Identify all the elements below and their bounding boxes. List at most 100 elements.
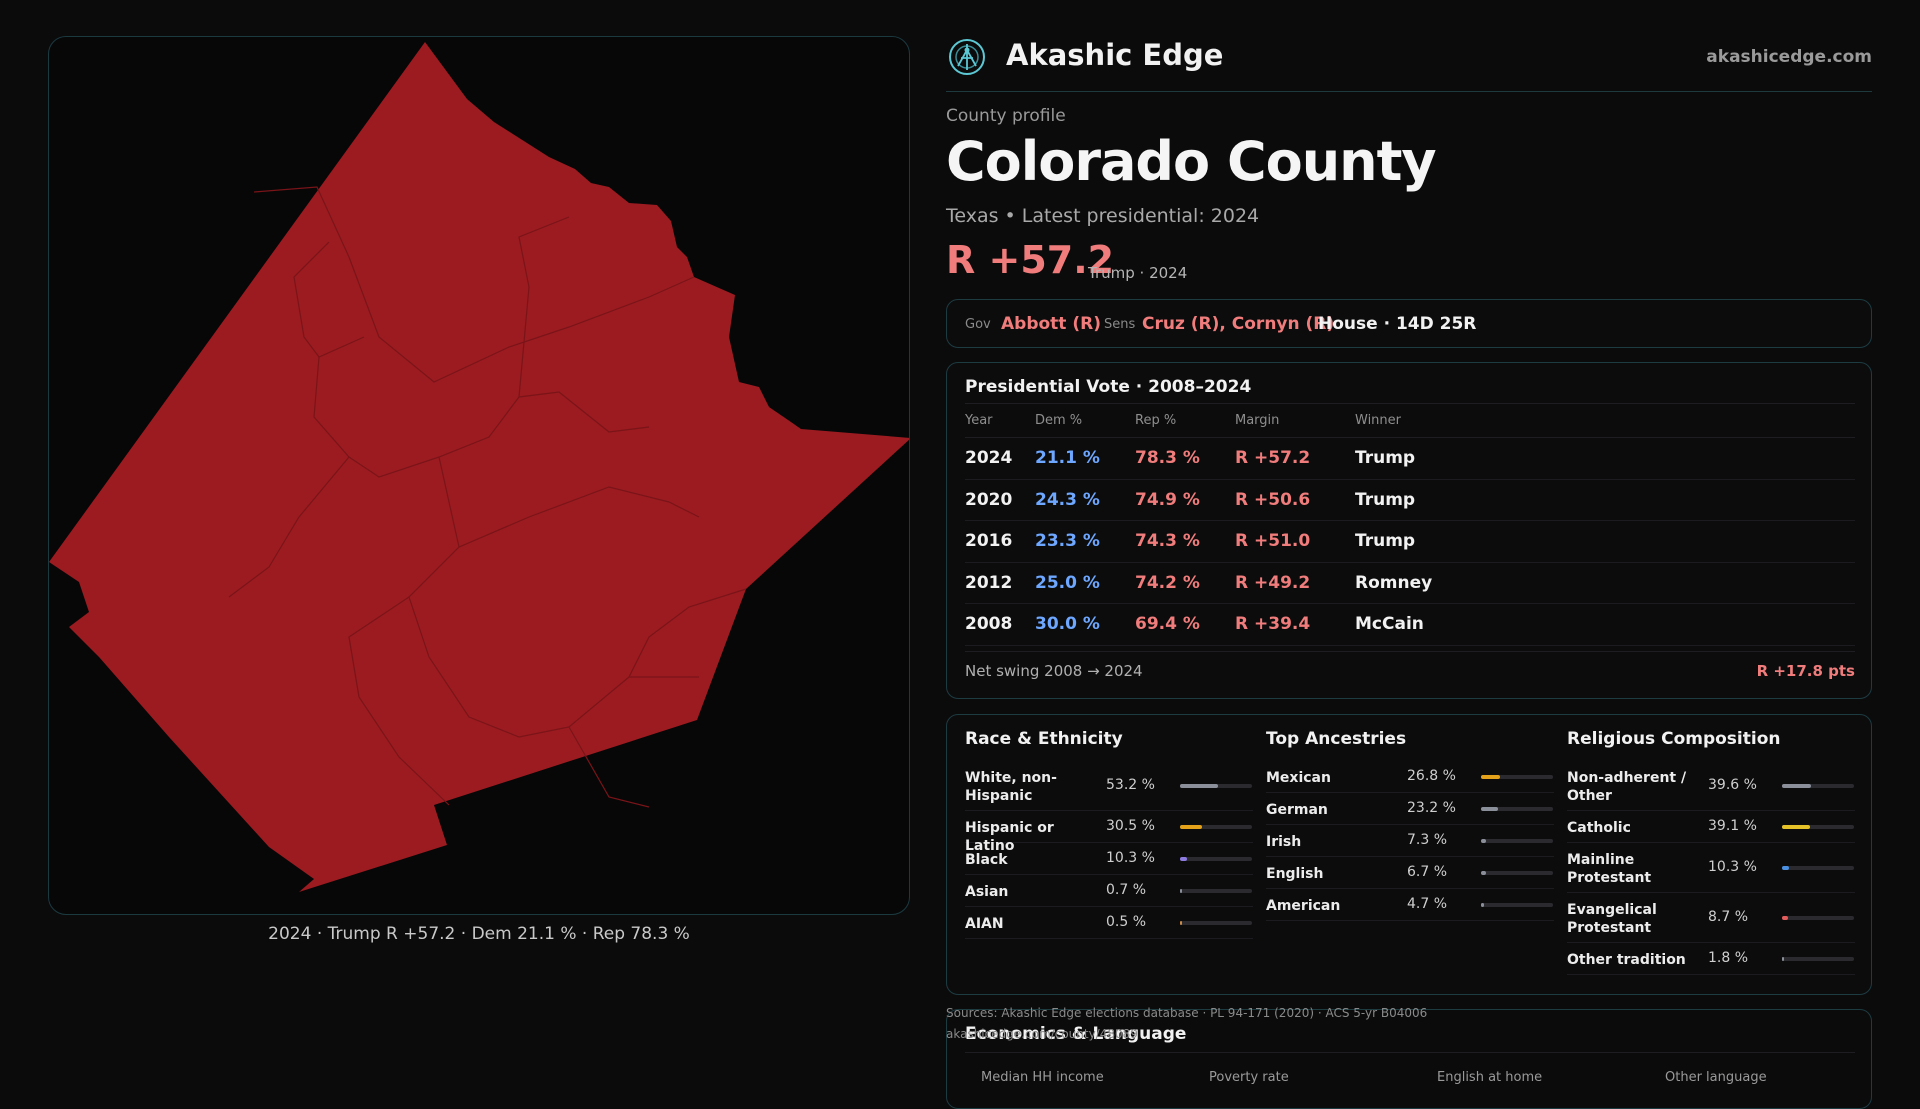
cell-dem: 23.3 %	[1035, 520, 1135, 563]
item-bar-fill	[1782, 784, 1811, 788]
brand-site[interactable]: akashicedge.com	[1706, 47, 1872, 67]
presidential-vote-card: Presidential Vote · 2008–2024 Year Dem %…	[946, 362, 1872, 699]
item-percent: 10.3 %	[1708, 859, 1757, 875]
item-percent: 26.8 %	[1407, 768, 1456, 784]
item-bar-fill	[1782, 957, 1784, 961]
item-bar-fill	[1782, 866, 1790, 870]
cell-dem: 25.0 %	[1035, 562, 1135, 604]
item-bar	[1782, 866, 1854, 870]
list-item: White, non-Hispanic 53.2 %	[965, 761, 1253, 811]
item-label: White, non-Hispanic	[965, 770, 1057, 804]
item-bar-fill	[1481, 839, 1487, 843]
item-label: German	[1266, 802, 1328, 818]
cell-margin: R +50.6	[1235, 479, 1355, 521]
economics-card: Economics & Language Median HH income Po…	[946, 1009, 1872, 1109]
col-margin: Margin	[1235, 403, 1355, 438]
cell-winner: Romney	[1355, 562, 1855, 604]
religion-column: Religious Composition Non-adherent / Oth…	[1567, 715, 1855, 996]
presidential-title: Presidential Vote · 2008–2024	[965, 377, 1252, 397]
list-item: American 4.7 %	[1266, 889, 1554, 921]
item-label: AIAN	[965, 916, 1004, 932]
item-label: Mexican	[1266, 770, 1331, 786]
item-bar	[1481, 775, 1553, 779]
item-bar	[1180, 857, 1252, 861]
map-caption: 2024 · Trump R +57.2 · Dem 21.1 % · Rep …	[268, 924, 690, 944]
cell-rep: 69.4 %	[1135, 603, 1235, 646]
list-item: Irish 7.3 %	[1266, 825, 1554, 857]
item-percent: 39.6 %	[1708, 777, 1757, 793]
sources-text: Sources: Akashic Edge elections database…	[946, 1006, 1428, 1020]
cell-rep: 74.9 %	[1135, 479, 1235, 521]
item-label: Black	[965, 852, 1008, 868]
econ-col-english: English at home	[1437, 1070, 1543, 1085]
brand-header: Akashic Edge akashicedge.com	[946, 34, 1872, 92]
item-bar-fill	[1180, 825, 1202, 829]
cell-rep: 78.3 %	[1135, 437, 1235, 480]
table-row: 2020 24.3 % 74.9 % R +50.6 Trump	[965, 479, 1855, 521]
cell-year: 2012	[965, 562, 1035, 604]
item-bar-fill	[1481, 871, 1486, 875]
item-bar-fill	[1481, 775, 1501, 779]
item-label: Evangelical Protestant	[1567, 902, 1657, 936]
list-item: Hispanic or Latino 30.5 %	[965, 811, 1253, 854]
cell-rep: 74.2 %	[1135, 562, 1235, 604]
item-bar-fill	[1481, 903, 1485, 907]
precinct-lines	[228, 186, 747, 808]
cell-margin: R +39.4	[1235, 603, 1355, 646]
item-percent: 39.1 %	[1708, 818, 1757, 834]
cell-year: 2016	[965, 520, 1035, 563]
col-rep: Rep %	[1135, 403, 1235, 438]
item-label: Non-adherent / Other	[1567, 770, 1687, 804]
list-item: Asian 0.7 %	[965, 875, 1253, 907]
item-bar	[1481, 807, 1553, 811]
cell-dem: 30.0 %	[1035, 603, 1135, 646]
cell-margin: R +57.2	[1235, 437, 1355, 480]
item-bar-fill	[1782, 825, 1811, 829]
net-swing: Net swing 2008 → 2024 R +17.8 pts	[965, 651, 1855, 680]
cell-year: 2020	[965, 479, 1035, 521]
item-bar	[1782, 916, 1854, 920]
profile-eyebrow: County profile	[946, 106, 1066, 126]
akashic-logo-icon[interactable]	[948, 38, 986, 76]
source-link[interactable]: akashicedge.com/county/48089	[946, 1027, 1138, 1041]
page-title: Colorado County	[946, 130, 1437, 193]
cell-year: 2008	[965, 603, 1035, 646]
list-item: Catholic 39.1 %	[1567, 811, 1855, 843]
econ-col-other-lang: Other language	[1665, 1070, 1767, 1085]
item-bar	[1481, 903, 1553, 907]
governor: Abbott (R)	[1001, 314, 1101, 334]
col-dem: Dem %	[1035, 403, 1135, 438]
item-label: Asian	[965, 884, 1009, 900]
county-shape[interactable]	[49, 42, 910, 892]
item-bar-fill	[1180, 784, 1219, 788]
cell-dem: 21.1 %	[1035, 437, 1135, 480]
item-bar	[1782, 825, 1854, 829]
item-label: English	[1266, 866, 1324, 882]
item-bar	[1481, 871, 1553, 875]
gov-label: Gov	[965, 317, 991, 332]
latest-margin: R +57.2	[946, 238, 1115, 282]
item-bar-fill	[1180, 857, 1188, 861]
item-percent: 0.5 %	[1106, 914, 1147, 930]
race-title: Race & Ethnicity	[965, 729, 1123, 749]
item-percent: 7.3 %	[1407, 832, 1448, 848]
list-item: German 23.2 %	[1266, 793, 1554, 825]
latest-margin-note: Trump · 2024	[1088, 264, 1188, 282]
econ-col-poverty: Poverty rate	[1209, 1070, 1289, 1085]
demographics-card: Race & Ethnicity White, non-Hispanic 53.2…	[946, 714, 1872, 995]
house-delegation: House · 14D 25R	[1318, 314, 1477, 334]
item-percent: 1.8 %	[1708, 950, 1749, 966]
econ-col-income: Median HH income	[981, 1070, 1104, 1085]
senators: Cruz (R), Cornyn (R)	[1142, 314, 1335, 334]
brand-name[interactable]: Akashic Edge	[1006, 38, 1224, 72]
list-item: Other tradition 1.8 %	[1567, 943, 1855, 975]
item-percent: 10.3 %	[1106, 850, 1155, 866]
item-percent: 8.7 %	[1708, 909, 1749, 925]
religion-title: Religious Composition	[1567, 729, 1781, 749]
item-label: Mainline Protestant	[1567, 852, 1652, 886]
item-label: Other tradition	[1567, 952, 1686, 968]
item-percent: 0.7 %	[1106, 882, 1147, 898]
item-bar-fill	[1180, 921, 1182, 925]
item-bar	[1180, 889, 1252, 893]
item-bar-fill	[1782, 916, 1789, 920]
